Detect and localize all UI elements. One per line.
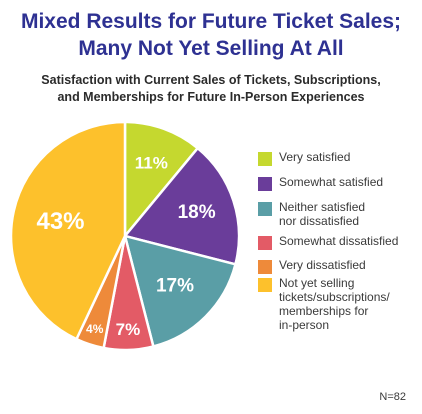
legend-label: Very satisfied bbox=[279, 150, 419, 164]
legend-swatch bbox=[258, 278, 272, 292]
slice-value-label: 4% bbox=[86, 322, 104, 336]
slice-value-label: 7% bbox=[116, 320, 141, 339]
legend-label: Very dissatisfied bbox=[279, 258, 419, 272]
legend-label: Not yet selling tickets/subscriptions/mem… bbox=[279, 276, 419, 332]
chart-subtitle-line-1: Satisfaction with Current Sales of Ticke… bbox=[41, 73, 381, 87]
pie-slice bbox=[9, 120, 127, 341]
chart-subtitle: Satisfaction with Current Sales of Ticke… bbox=[0, 72, 422, 106]
legend-label-line: Very satisfied bbox=[279, 150, 351, 164]
legend-swatch bbox=[258, 177, 272, 191]
legend-label: Neither satisfied nor dissatisfied bbox=[279, 200, 419, 228]
legend-swatch bbox=[258, 260, 272, 274]
legend-swatch bbox=[258, 202, 272, 216]
slice-value-label: 18% bbox=[178, 202, 216, 223]
legend-label-line: Not yet selling bbox=[279, 276, 355, 290]
chart-title-line-1: Mixed Results for Future Ticket Sales; bbox=[20, 10, 402, 33]
legend-label-line: memberships for bbox=[279, 304, 369, 318]
chart-subtitle-line-2: and Memberships for Future In-Person Exp… bbox=[57, 90, 365, 104]
pie-slice bbox=[123, 120, 199, 238]
legend-label: Somewhat satisfied bbox=[279, 175, 419, 189]
chart-title-line-2: Many Not Yet Selling At All bbox=[78, 37, 344, 60]
pie-slice bbox=[123, 146, 241, 266]
slice-value-label: 43% bbox=[36, 208, 84, 235]
legend-label-line: in-person bbox=[279, 318, 330, 332]
legend-swatch bbox=[258, 236, 272, 250]
legend-label-line: nor dissatisfied bbox=[279, 214, 360, 228]
legend-label-line: Neither satisfied bbox=[279, 200, 366, 214]
legend-label: Somewhat dissatisfied bbox=[279, 234, 419, 248]
legend-label-line: Very dissatisfied bbox=[279, 258, 366, 272]
slice-value-label: 17% bbox=[156, 276, 194, 297]
sample-size-note: N=82 bbox=[379, 391, 406, 403]
legend-swatch bbox=[258, 152, 272, 166]
legend-label-line: tickets/subscriptions/ bbox=[279, 290, 390, 304]
chart-title: Mixed Results for Future Ticket Sales; M… bbox=[0, 8, 422, 62]
slice-value-label: 11% bbox=[135, 154, 168, 173]
pie-slice bbox=[123, 234, 237, 348]
legend-label-line: Somewhat satisfied bbox=[279, 175, 384, 189]
legend-label-line: Somewhat dissatisfied bbox=[279, 234, 399, 248]
